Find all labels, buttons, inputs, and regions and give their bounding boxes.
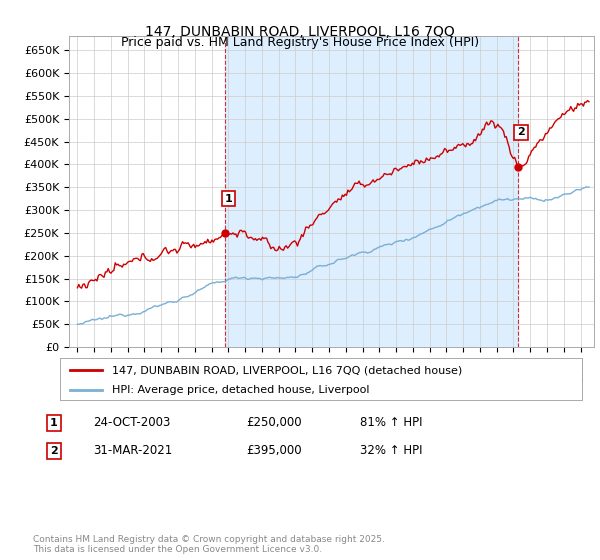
Text: HPI: Average price, detached house, Liverpool: HPI: Average price, detached house, Live… [112, 385, 370, 395]
Bar [225, 36, 518, 347]
Text: 1: 1 [50, 418, 58, 428]
Text: 31-MAR-2021: 31-MAR-2021 [93, 444, 172, 458]
Text: 147, DUNBABIN ROAD, LIVERPOOL, L16 7QQ (detached house): 147, DUNBABIN ROAD, LIVERPOOL, L16 7QQ (… [112, 365, 463, 375]
Text: Price paid vs. HM Land Registry's House Price Index (HPI): Price paid vs. HM Land Registry's House … [121, 36, 479, 49]
Text: Contains HM Land Registry data © Crown copyright and database right 2025.
This d: Contains HM Land Registry data © Crown c… [33, 535, 385, 554]
Text: 81% ↑ HPI: 81% ↑ HPI [360, 416, 422, 430]
Text: £395,000: £395,000 [246, 444, 302, 458]
Text: 2: 2 [517, 127, 525, 137]
Text: 1: 1 [224, 194, 232, 204]
Text: 2: 2 [50, 446, 58, 456]
Text: 32% ↑ HPI: 32% ↑ HPI [360, 444, 422, 458]
Text: £250,000: £250,000 [246, 416, 302, 430]
Text: 147, DUNBABIN ROAD, LIVERPOOL, L16 7QQ: 147, DUNBABIN ROAD, LIVERPOOL, L16 7QQ [145, 25, 455, 39]
Text: 24-OCT-2003: 24-OCT-2003 [93, 416, 170, 430]
